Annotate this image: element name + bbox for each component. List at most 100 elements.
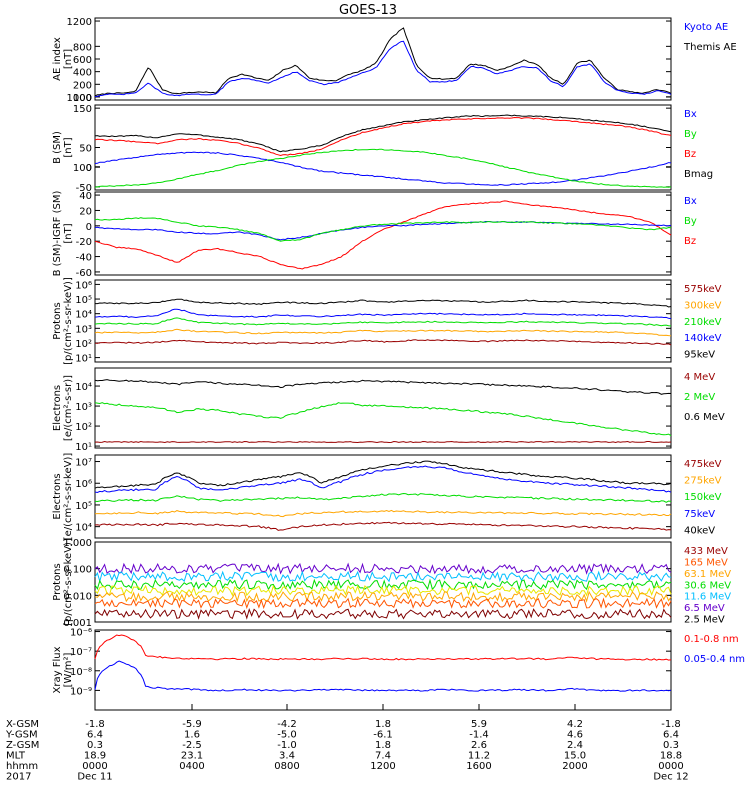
y-axis-label: Electrons[e/(cm²-s-sr)] [52,375,74,441]
legend-entry: 165 MeV [684,557,728,568]
y-tick-label: 10⁴ [75,523,92,534]
legend-entry: 210keV [684,317,722,328]
legend-entry: By [684,216,697,227]
y-axis-label: Protons[p/(cm²-s-sr-keV)] [52,277,74,365]
x-tick-label: 5.9 [471,719,487,730]
series-line-by [94,148,672,188]
panel-frame [94,279,672,363]
series-line-2-5-mev [94,607,672,620]
legend-entry: 95keV [684,350,715,361]
legend-entry: 75keV [684,509,715,520]
series-line-bx [94,151,672,186]
y-axis-label: B (SM)[nT] [52,131,74,164]
x-tick-label: 1.6 [184,730,200,741]
x-tick-label: 0000 [658,761,683,772]
y-axis-label-line: Electrons [52,473,63,519]
panel-bigrf: -60 -40 -20 0 20 40 B (SM)-IGRF (SM)[nT] Bx By Bz [52,191,697,279]
x-tick-label: 1600 [466,761,491,772]
row-label: hhmm [6,761,38,772]
x-tick-label: -1.8 [85,719,105,730]
legend-entry: By [684,129,697,140]
y-tick-label: 200 [73,80,92,91]
y-tick-label: 0 [86,163,92,174]
series-line-165-mev [94,570,672,584]
panel-frame [94,367,672,449]
legend-entry: 575keV [684,284,722,295]
y-tick-label: 10³ [75,324,92,335]
x-tick-label: 6.4 [663,730,679,741]
series-line-0-05-0-4-nm [94,660,672,692]
y-tick-label: 1000 [67,93,92,104]
legend-entry: Bmag [684,169,713,180]
x-tick-label: Dec 12 [653,772,688,783]
series-line-140kev [94,328,672,337]
legend-entry: 11.6 MeV [684,592,731,603]
y-axis-label-line: [p/(cm²-s-sr-keV)] [63,277,74,365]
y-axis-label-line: Protons [52,563,63,600]
y-tick-label: 40 [79,191,92,202]
y-tick-label: 10³ [75,402,92,413]
y-tick-label: 10⁷ [75,458,92,469]
x-tick-label: 18.8 [660,751,682,762]
row-label: Z-GSM [6,740,39,751]
y-tick-label: 0 [86,222,92,233]
x-tick-label: -5.9 [182,719,202,730]
series-line-275kev [94,465,672,494]
x-tick-label: 23.1 [181,751,203,762]
legend-entry: 275keV [684,476,722,487]
legend-entry: 6.5 MeV [684,603,725,614]
x-tick-label: 0.3 [663,740,679,751]
y-tick-label: 400 [73,68,92,79]
x-tick-label: 0800 [274,761,299,772]
y-tick-label: 10⁻⁹ [70,686,92,697]
panel-xray: 10⁻⁹ 10⁻⁸ 10⁻⁷ 10⁻⁶ Xray Flux[W/m²] 0.1-0.8 n… [52,628,745,711]
y-tick-label: -60 [76,268,92,279]
panel-frame [94,191,672,276]
legend-entry: 63.1 MeV [684,569,731,580]
y-tick-label: 0.100 [63,565,92,576]
legend-entry: Bx [684,109,697,120]
x-tick-label: -1.8 [661,719,681,730]
legend-entry: Bz [684,236,696,247]
legend-entry: 4 MeV [684,372,715,383]
y-axis-label-line: [nT] [63,223,74,243]
y-axis-label: AE index[nT] [52,37,74,81]
series-line-bz [94,116,672,157]
panel-frame [94,454,672,539]
y-tick-label: 10⁶ [75,280,92,291]
y-axis-label-line: Electrons [52,385,63,431]
y-axis-label-line: [nT] [63,49,74,69]
y-axis-label-line: Xray Flux [52,646,63,693]
legend-entry: 2 MeV [684,392,715,403]
series-line-40kev [94,521,672,531]
series-line-4-mev [94,440,672,444]
y-tick-label: 10² [75,339,92,350]
series-line-150kev [94,492,672,503]
chart-title: GOES-13 [339,3,397,18]
panel-frame [94,104,672,191]
legend-entry: 0.6 MeV [684,412,725,423]
panel-frame [94,541,672,623]
series-line-433-mev [94,562,672,575]
row-label: Y-GSM [5,730,38,741]
panel-frame [94,17,672,101]
y-tick-label: 10⁴ [75,382,92,393]
y-tick-label: 0.010 [63,591,92,602]
legend-entry: Kyoto AE [684,22,728,33]
series-line-475kev [94,460,672,489]
y-axis-label: B (SM)-IGRF (SM)[nT] [52,191,74,277]
legend-entry: Themis AE [683,42,737,53]
y-tick-label: -20 [76,237,92,248]
y-axis-label-line: [e/(cm²-s-sr-keV)] [63,453,74,541]
x-tick-label: 0000 [82,761,107,772]
x-tick-label: 4.6 [567,730,583,741]
legend-entry: Bx [684,196,697,207]
x-tick-label: 6.4 [87,730,103,741]
y-tick-label: 600 [73,55,92,66]
y-tick-label: 800 [73,42,92,53]
legend-entry: 30.6 MeV [684,580,731,591]
